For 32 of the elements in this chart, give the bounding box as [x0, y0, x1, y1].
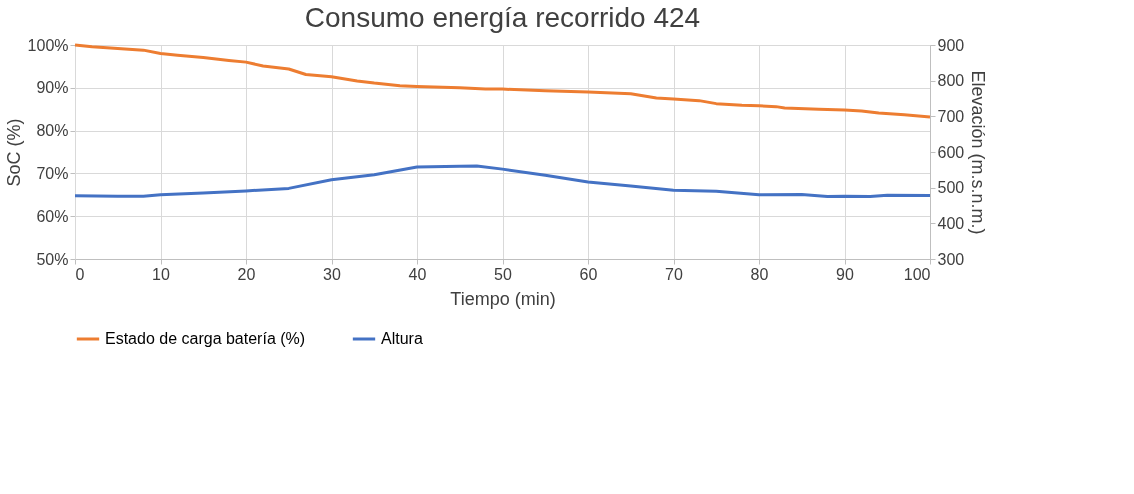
x-tick-label: 20 — [237, 265, 256, 283]
y2-axis-title: Elevación (m.s.n.m.) — [968, 70, 989, 235]
y-tick-label: 50% — [36, 250, 69, 268]
x-tick-label: 100 — [903, 265, 931, 283]
y2-tick-label: 800 — [937, 72, 965, 90]
x-tick-label: 80 — [750, 265, 769, 283]
x-tick-label: 10 — [152, 265, 170, 283]
x-tick-label: 50 — [494, 265, 512, 283]
y2-tick-label: 900 — [937, 36, 965, 54]
legend-label: Altura — [381, 330, 423, 347]
x-axis-title: Tiempo (min) — [450, 288, 556, 309]
y-tick-label: 90% — [36, 79, 69, 97]
x-tick-label: 60 — [579, 265, 598, 283]
y2-tick-label: 500 — [937, 179, 965, 197]
y-tick-label: 60% — [36, 207, 69, 225]
x-tick-label: 30 — [323, 265, 341, 283]
y-axis-title: SoC (%) — [3, 118, 24, 187]
y2-tick-label: 700 — [937, 107, 965, 125]
chart-title: Consumo energía recorrido 424 — [304, 2, 701, 33]
x-tick-label: 70 — [665, 265, 683, 283]
y-tick-label: 80% — [36, 122, 69, 140]
x-tick-label: 0 — [75, 265, 85, 283]
y-tick-label: 100% — [27, 36, 69, 54]
y2-tick-label: 400 — [937, 214, 965, 232]
x-tick-label: 90 — [836, 265, 854, 283]
y2-tick-label: 600 — [937, 143, 965, 161]
y2-tick-label: 300 — [937, 250, 965, 268]
legend-label: Estado de carga batería (%) — [105, 330, 306, 347]
y-tick-label: 70% — [36, 164, 69, 182]
line-series — [73, 43, 932, 119]
x-tick-label: 40 — [408, 265, 427, 283]
line-series — [73, 164, 932, 199]
